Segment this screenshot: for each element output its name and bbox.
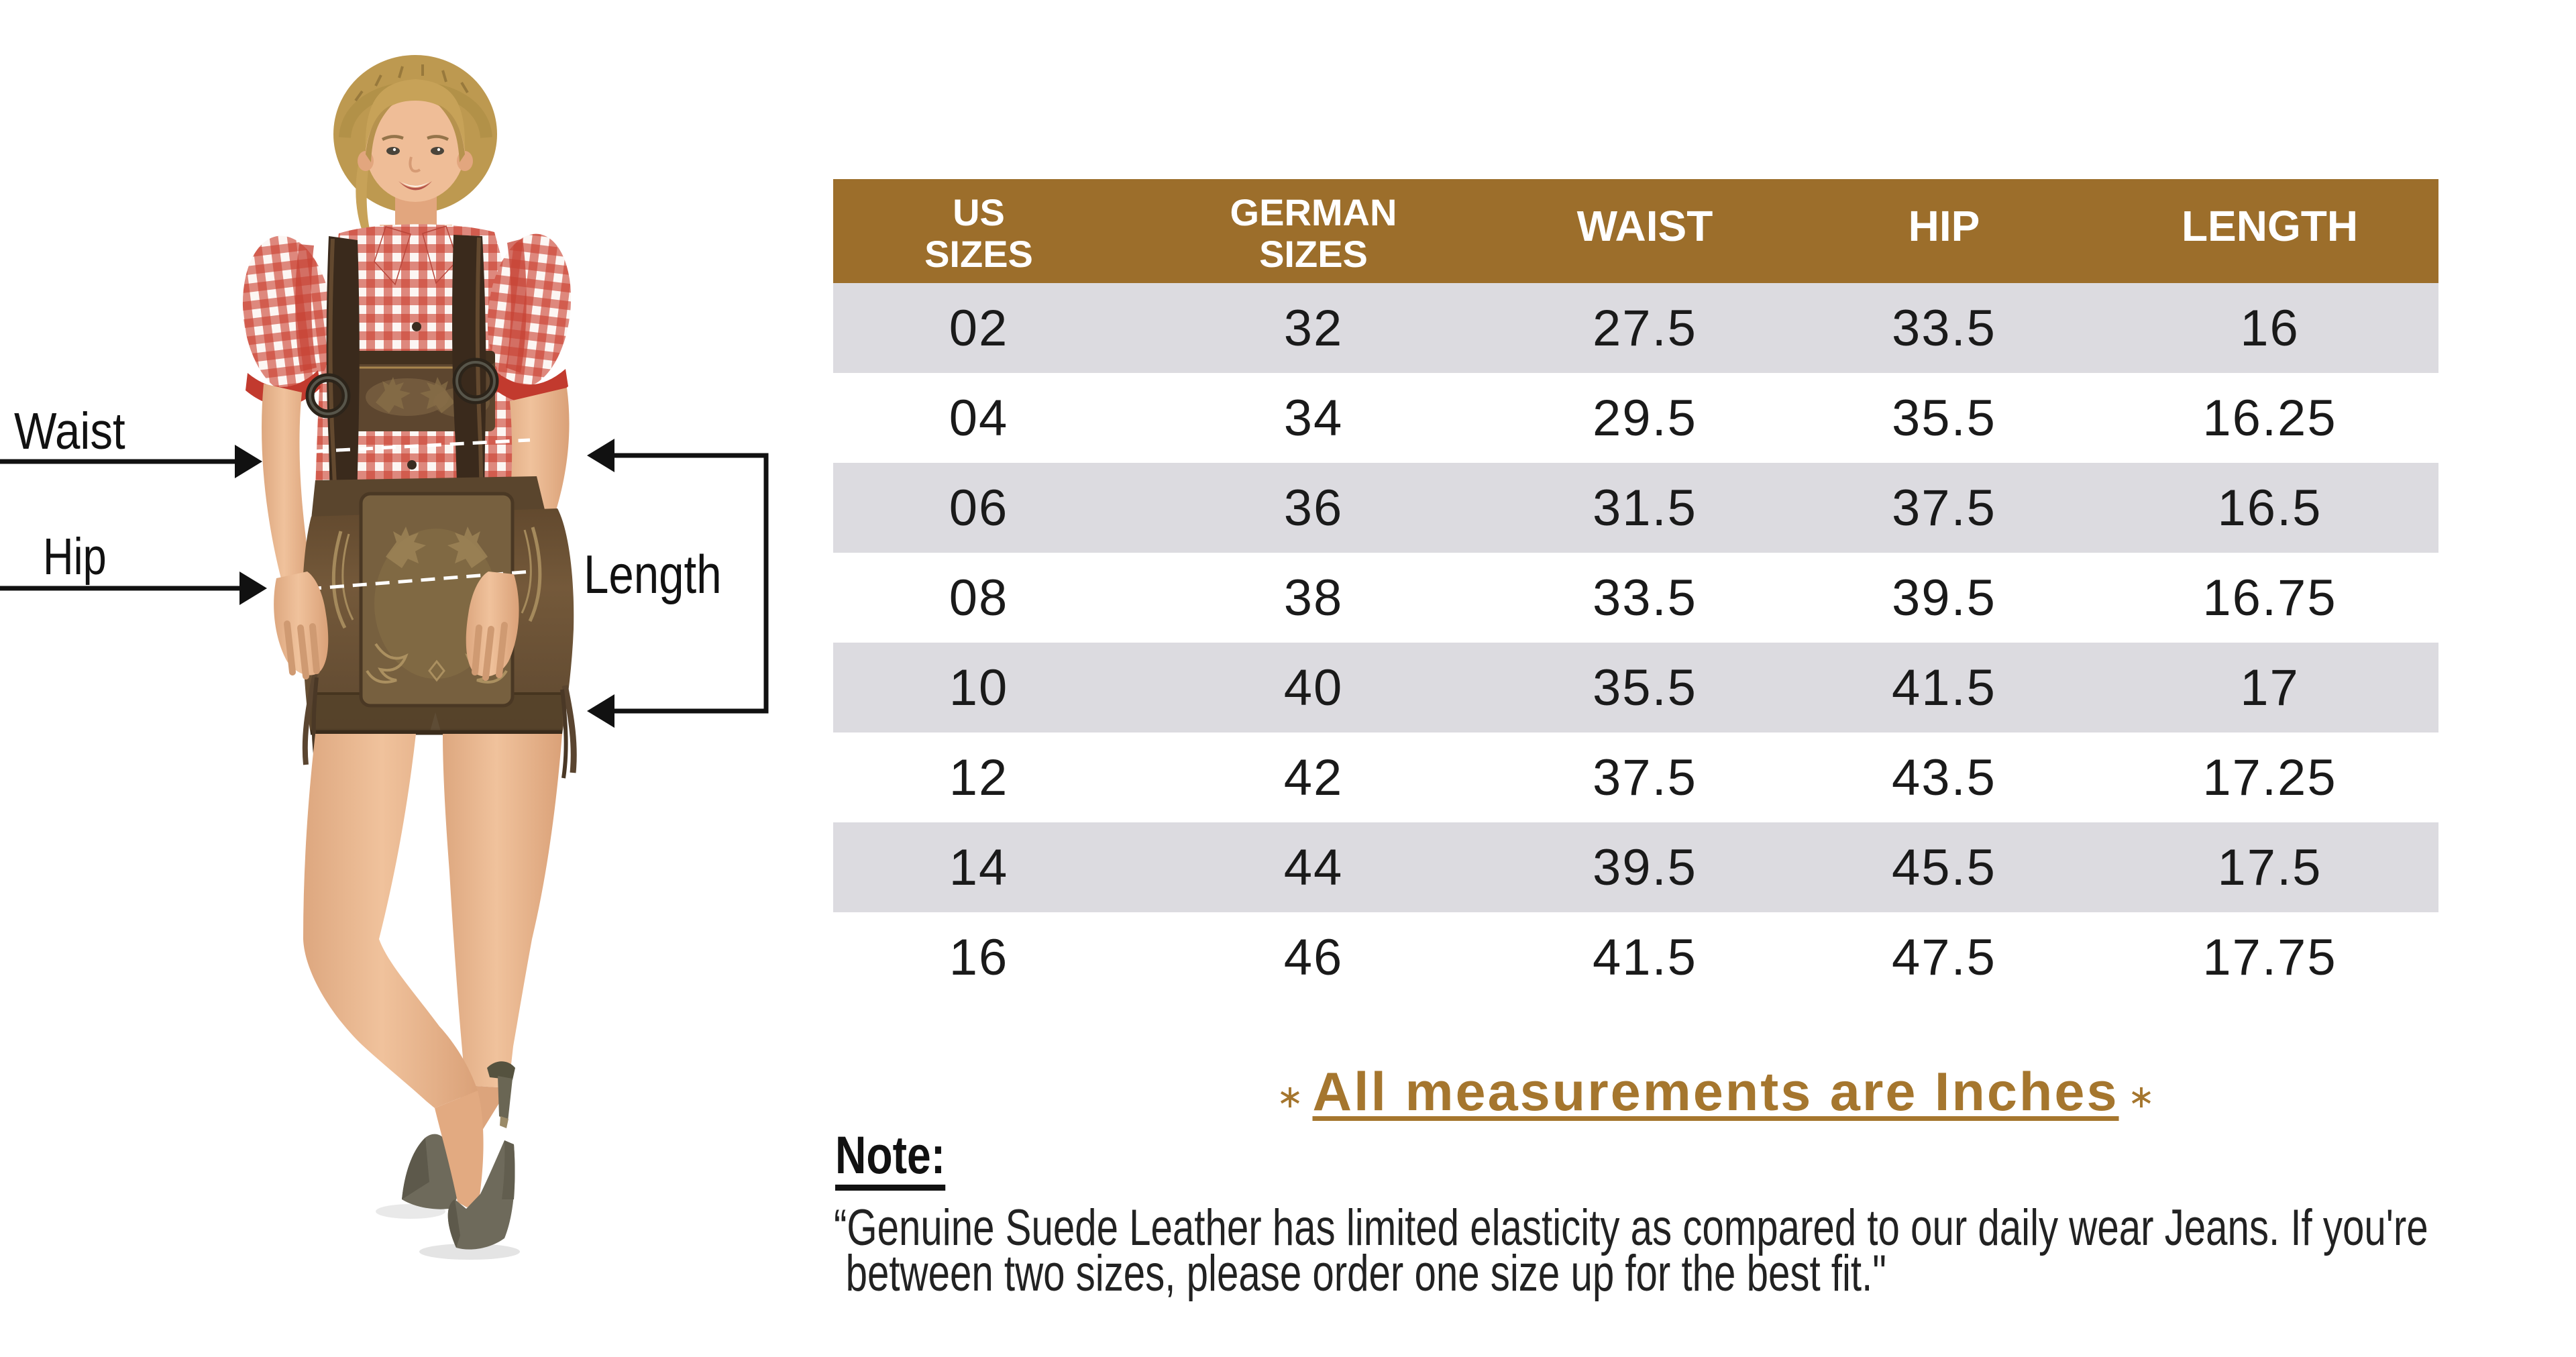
svg-text:Waist: Waist: [14, 403, 125, 460]
svg-text:Hip: Hip: [43, 527, 107, 585]
svg-text:Length: Length: [584, 544, 722, 604]
